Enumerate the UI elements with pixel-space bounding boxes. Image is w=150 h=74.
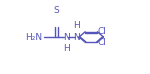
Text: S: S [54, 6, 59, 15]
Text: H: H [63, 44, 69, 53]
Text: H: H [73, 21, 80, 30]
Text: Cl: Cl [98, 38, 106, 47]
Text: H₂N: H₂N [25, 32, 42, 42]
Text: Cl: Cl [98, 27, 106, 36]
Text: N: N [63, 32, 69, 42]
Text: N: N [73, 32, 80, 42]
